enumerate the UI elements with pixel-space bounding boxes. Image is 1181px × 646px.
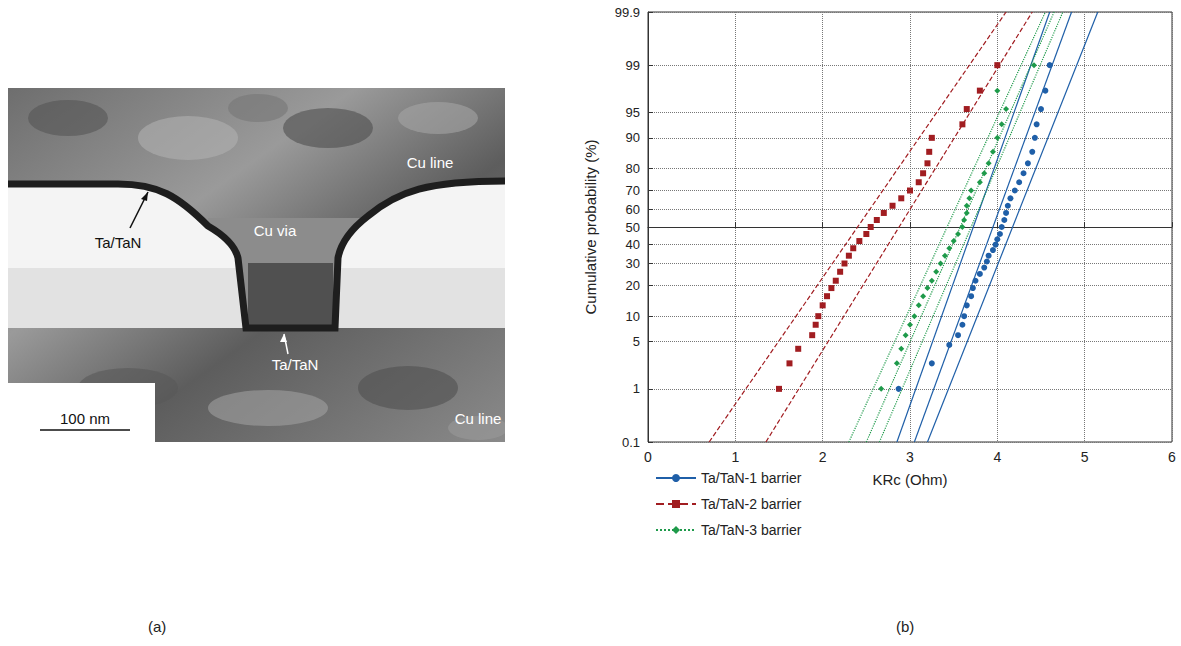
svg-text:1: 1 [731,449,739,465]
svg-text:95: 95 [626,105,640,120]
svg-text:90: 90 [626,130,640,145]
svg-text:0.1: 0.1 [622,435,640,450]
svg-text:5: 5 [1081,449,1089,465]
svg-text:2: 2 [819,449,827,465]
svg-text:70: 70 [626,183,640,198]
svg-text:50: 50 [626,220,640,235]
svg-text:Cu line: Cu line [407,154,454,171]
svg-text:1: 1 [633,381,640,396]
svg-text:80: 80 [626,161,640,176]
svg-text:6: 6 [1168,449,1176,465]
svg-text:99: 99 [626,58,640,73]
svg-text:Ta/TaN-1 barrier: Ta/TaN-1 barrier [701,470,802,486]
svg-text:40: 40 [626,237,640,252]
svg-text:Ta/TaN: Ta/TaN [95,234,142,251]
svg-text:0: 0 [644,449,652,465]
svg-text:Cumulative probability (%): Cumulative probability (%) [582,139,599,314]
svg-text:100 nm: 100 nm [60,410,110,427]
svg-text:60: 60 [626,202,640,217]
svg-text:20: 20 [626,278,640,293]
svg-text:5: 5 [633,334,640,349]
svg-text:Ta/TaN: Ta/TaN [272,356,319,373]
svg-text:KRc (Ohm): KRc (Ohm) [873,471,948,488]
svg-text:Cu via: Cu via [254,222,297,239]
svg-text:3: 3 [906,449,914,465]
html-text:(a): (a) [148,618,167,635]
svg-text:10: 10 [626,309,640,324]
html-text:(b): (b) [896,618,915,635]
svg-text:Ta/TaN-2 barrier: Ta/TaN-2 barrier [701,496,802,512]
svg-text:99.9: 99.9 [615,5,640,20]
svg-text:Cu line: Cu line [455,410,502,427]
svg-text:30: 30 [626,256,640,271]
svg-text:4: 4 [993,449,1001,465]
svg-text:Ta/TaN-3 barrier: Ta/TaN-3 barrier [701,522,802,538]
